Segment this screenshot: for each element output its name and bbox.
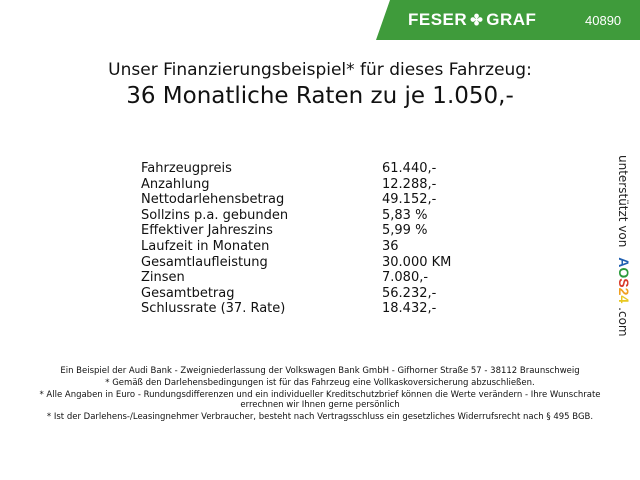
row-label: Fahrzeugpreis (141, 161, 232, 176)
brand-name-1: FESER (408, 10, 468, 29)
row-label: Nettodarlehensbetrag (141, 192, 285, 208)
finance-table: Fahrzeugpreis 61.440,- Anzahlung 12.288,- … (141, 161, 451, 317)
brand-logo: FESER ✤ GRAF (408, 10, 536, 30)
row-label: Gesamtlaufleistung (141, 254, 268, 270)
row-label: Schlussrate (37. Rate) (141, 301, 286, 317)
brand-name-2: GRAF (486, 10, 537, 29)
disclaimer-line: * Ist der Darlehens-/Leasingnehmer Verbr… (46, 411, 594, 422)
footer-disclaimer: Ein Beispiel der Audi Bank - Zweignieder… (30, 366, 610, 423)
row-label: Sollzins p.a. gebunden (141, 207, 289, 223)
row-value: 49.152,- (382, 192, 437, 208)
logo-suffix: .com (616, 307, 630, 337)
table-row: Fahrzeugpreis 61.440,- (141, 161, 451, 177)
title-line-1: Unser Finanzierungsbeispiel* für dieses … (108, 60, 532, 80)
table-row: Anzahlung 12.288,- (141, 177, 451, 193)
row-value: 61.440,- (382, 161, 437, 176)
table-row: Laufzeit in Monaten 36 (141, 239, 451, 255)
disclaimer-line: * Gemäß den Darlehensbedingungen ist für… (105, 377, 535, 388)
clover-icon: ✤ (470, 12, 484, 29)
row-label: Anzahlung (141, 176, 210, 192)
table-row: Schlussrate (37. Rate) 18.432,- (141, 301, 451, 317)
row-label: Laufzeit in Monaten (141, 238, 270, 254)
row-label: Zinsen (141, 270, 185, 286)
supported-by: unterstützt von AOS24 .com (616, 155, 632, 337)
table-row: Sollzins p.a. gebunden 5,83 % (141, 208, 451, 224)
row-value: 12.288,- (382, 176, 437, 192)
row-label: Effektiver Jahreszins (141, 223, 273, 239)
row-value: 56.232,- (382, 285, 437, 301)
disclaimer-line: * Alle Angaben in Euro - Rundungsdiffere… (39, 389, 601, 410)
table-row: Gesamtlaufleistung 30.000 KM (141, 255, 451, 271)
aos24-logo: AOS24 (616, 257, 632, 304)
table-row: Nettodarlehensbetrag 49.152,- (141, 192, 451, 208)
row-value: 5,99 % (382, 223, 428, 239)
table-row: Gesamtbetrag 56.232,- (141, 286, 451, 302)
header-banner (376, 0, 640, 40)
dealer-code: 40890 (585, 13, 622, 28)
title-line-2: 36 Monatliche Raten zu je 1.050,- (126, 83, 514, 109)
row-value: 30.000 KM (382, 254, 452, 270)
row-value: 18.432,- (382, 301, 437, 317)
table-row: Effektiver Jahreszins 5,99 % (141, 223, 451, 239)
disclaimer-line: Ein Beispiel der Audi Bank - Zweignieder… (60, 366, 580, 376)
supported-by-text: unterstützt von (616, 155, 630, 248)
row-value: 36 (382, 238, 399, 254)
row-label: Gesamtbetrag (141, 285, 235, 301)
table-row: Zinsen 7.080,- (141, 270, 451, 286)
row-value: 5,83 % (382, 207, 428, 223)
row-value: 7.080,- (382, 270, 429, 286)
